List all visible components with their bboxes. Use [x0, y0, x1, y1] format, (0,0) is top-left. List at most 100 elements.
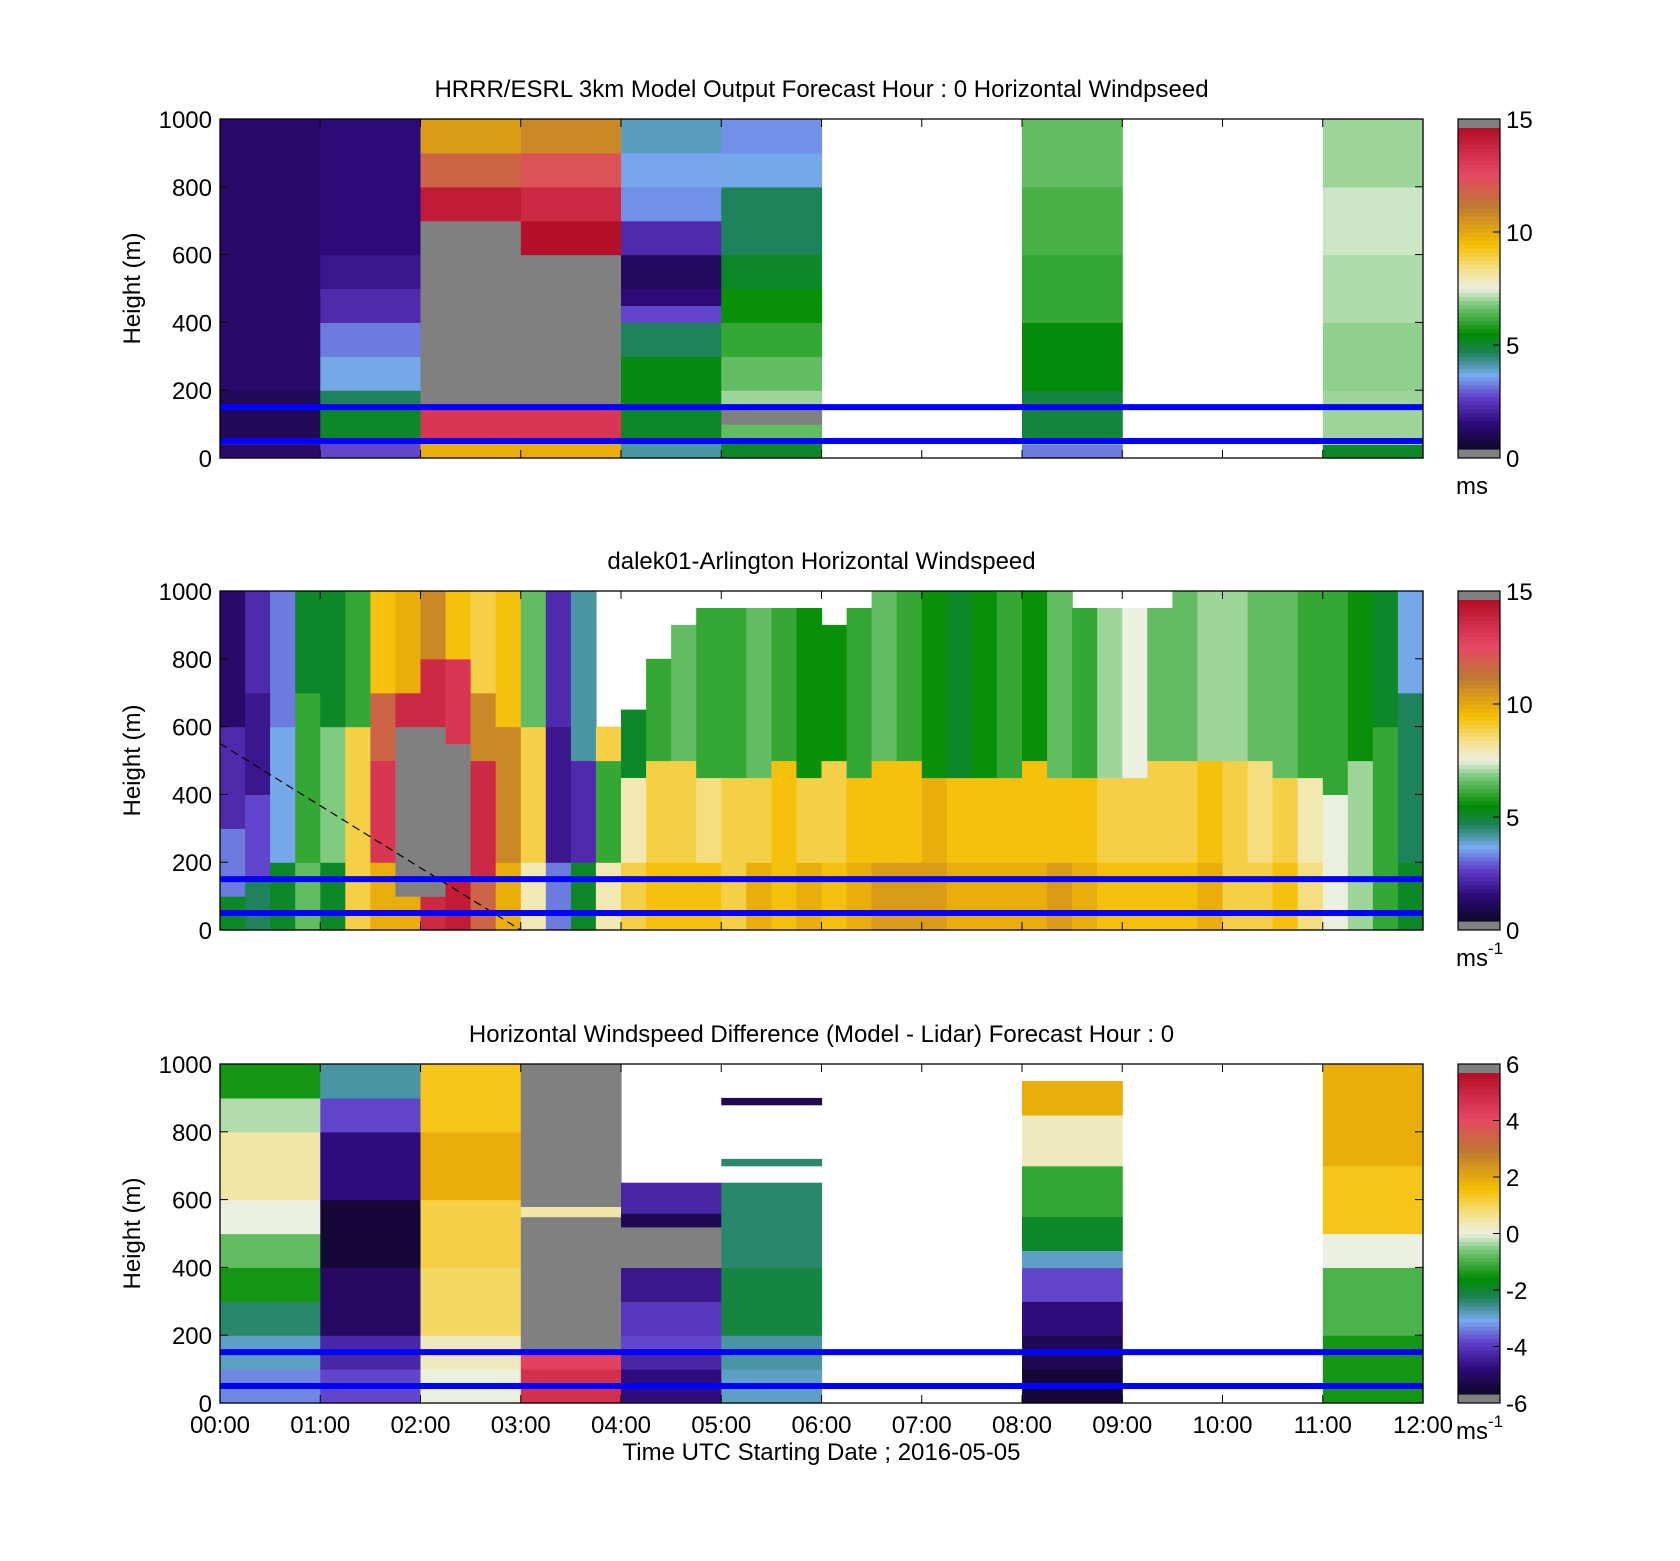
- colorbar-step: [1458, 132, 1500, 137]
- heatmap-cell: [771, 608, 798, 762]
- colorbar-step: [1458, 256, 1500, 262]
- heatmap-cell: [345, 726, 371, 863]
- heatmap-cell: [1147, 608, 1173, 762]
- heatmap-cell: [746, 608, 772, 779]
- colorbar: -6 -4 -2 0 2 4 6 ms-1: [1456, 1052, 1527, 1445]
- colorbar-step: [1458, 1257, 1500, 1263]
- heatmap-cell: [721, 322, 823, 357]
- heatmap-cell: [595, 862, 622, 931]
- colorbar-step: [1458, 436, 1500, 442]
- colorbar-step: [1458, 640, 1500, 645]
- colorbar-tick-label: -6: [1506, 1391, 1527, 1418]
- heatmap-cell: [420, 1131, 522, 1201]
- colorbar-step: [1458, 904, 1500, 910]
- heatmap-cell: [320, 1199, 422, 1268]
- colorbar-step: [1458, 336, 1500, 342]
- heatmap-cell: [1047, 862, 1073, 931]
- x-tick-label: 05:00: [691, 1412, 751, 1439]
- colorbar-step: [1458, 1109, 1500, 1114]
- x-tick-label: 08:00: [992, 1412, 1052, 1439]
- colorbar-step: [1458, 304, 1500, 310]
- colorbar-step: [1458, 1345, 1500, 1351]
- heatmap-cell: [621, 1335, 722, 1353]
- colorbar-step: [1458, 796, 1500, 802]
- colorbar-step: [1458, 888, 1500, 894]
- heatmap-cell: [1322, 794, 1349, 863]
- heatmap-cells: [220, 591, 1424, 931]
- colorbar-step: [1458, 1297, 1500, 1303]
- colorbar-step: [1458, 1281, 1500, 1287]
- heatmap-cell: [420, 591, 447, 660]
- heatmap-cell: [420, 1267, 522, 1336]
- colorbar-step: [1458, 604, 1500, 609]
- heatmap-cell: [1397, 692, 1424, 863]
- colorbar-step: [1458, 1353, 1500, 1359]
- heatmap-cell: [696, 777, 722, 863]
- heatmap-cell: [520, 726, 547, 863]
- colorbar-step: [1458, 332, 1500, 338]
- colorbar-step: [1458, 1253, 1500, 1259]
- heatmap-cell: [721, 220, 823, 256]
- heatmap-cell: [220, 1131, 321, 1201]
- heatmap-cell: [1172, 591, 1199, 762]
- heatmap-cell: [621, 322, 722, 357]
- heatmap-cell: [1322, 591, 1349, 795]
- colorbar-step: [1458, 784, 1500, 790]
- heatmap-cell: [1272, 777, 1299, 863]
- heatmap-cell: [545, 862, 572, 931]
- colorbar-step: [1458, 852, 1500, 858]
- colorbar-step: [1458, 228, 1500, 233]
- heatmap-cell: [721, 1158, 823, 1167]
- colorbar-step: [1458, 184, 1500, 189]
- colorbar-step: [1458, 196, 1500, 201]
- colorbar-step: [1458, 708, 1500, 713]
- heatmap-cell: [671, 760, 697, 863]
- colorbar-step: [1458, 1085, 1500, 1090]
- colorbar-unit-label: ms: [1456, 473, 1488, 500]
- heatmap-cell: [1322, 186, 1424, 256]
- colorbar-step: [1458, 1309, 1500, 1315]
- colorbar-step: [1458, 688, 1500, 693]
- colorbar-step: [1458, 880, 1500, 886]
- colorbar-step: [1458, 1093, 1500, 1098]
- colorbar-step: [1458, 744, 1500, 750]
- heatmap-cell: [220, 1233, 321, 1268]
- heatmap-cell: [621, 119, 722, 154]
- colorbar-step: [1458, 1105, 1500, 1110]
- panel-title: dalek01-Arlington Horizontal Windspeed: [607, 548, 1035, 575]
- colorbar-step: [1458, 1289, 1500, 1295]
- heatmap-cell: [570, 591, 597, 762]
- heatmap-cell: [320, 862, 346, 931]
- colorbar-step: [1458, 764, 1500, 770]
- heatmap-cell: [270, 591, 296, 728]
- heatmap-cell: [220, 726, 246, 829]
- colorbar-step: [1458, 912, 1500, 918]
- heatmap-cell: [245, 591, 271, 694]
- heatmap-cell: [621, 356, 722, 408]
- heatmap-cell: [1122, 862, 1148, 931]
- colorbar-step: [1458, 1261, 1500, 1267]
- colorbar-step: [1458, 288, 1500, 294]
- heatmap-cell: [621, 441, 722, 459]
- colorbar-step: [1458, 820, 1500, 826]
- colorbar-tick-label: 0: [1506, 1222, 1519, 1249]
- heatmap-cell: [320, 726, 346, 863]
- colorbar-step: [1458, 780, 1500, 786]
- heatmap-cell: [771, 862, 798, 931]
- colorbar-step: [1458, 600, 1500, 605]
- heatmap-cell: [295, 692, 321, 863]
- colorbar-step: [1458, 404, 1500, 410]
- colorbar-tick-label: 0: [1506, 918, 1519, 945]
- colorbar-step: [1458, 160, 1500, 165]
- colorbar-step: [1458, 388, 1500, 394]
- colorbar-overflow: [1458, 591, 1500, 600]
- heatmap-cell: [1022, 444, 1123, 459]
- colorbar-step: [1458, 1149, 1500, 1154]
- colorbar-step: [1458, 208, 1500, 213]
- colorbar-step: [1458, 224, 1500, 229]
- heatmap-cell: [1347, 760, 1374, 863]
- heatmap-cell: [721, 390, 823, 408]
- heatmap-cell: [746, 862, 772, 931]
- heatmap-cell: [220, 1301, 321, 1336]
- heatmap-cell: [1322, 1267, 1424, 1336]
